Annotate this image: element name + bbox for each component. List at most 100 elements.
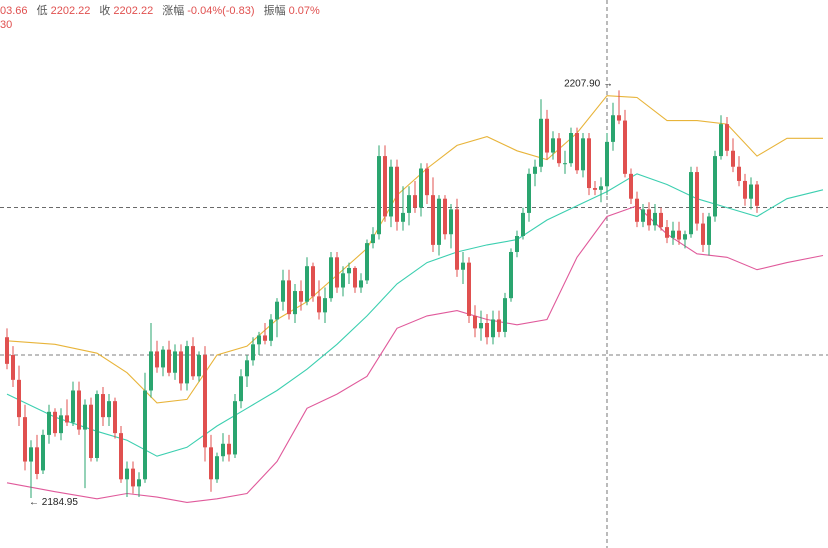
low-price-annotation: ← 2184.95 — [29, 497, 78, 508]
close-label: 收 — [99, 5, 111, 17]
candle-body — [587, 138, 591, 189]
candle-body — [431, 195, 435, 245]
candle-body — [143, 390, 147, 480]
open-value-partial: 03.66 — [0, 5, 28, 17]
candle-body — [551, 138, 555, 153]
candle — [455, 198, 459, 277]
middle-band-line — [6, 173, 824, 457]
candle-body — [233, 401, 237, 455]
candle — [401, 186, 405, 231]
candle-body — [107, 401, 111, 418]
candle — [143, 372, 147, 483]
candle — [677, 221, 681, 245]
candle-body — [269, 319, 273, 341]
candle-body — [167, 349, 171, 373]
candle — [215, 452, 219, 483]
candle — [527, 168, 531, 222]
candle-body — [71, 390, 75, 423]
candle — [437, 195, 441, 256]
candle — [95, 390, 99, 462]
candle-body — [311, 266, 315, 297]
candle-body — [521, 212, 525, 236]
candle-body — [533, 166, 537, 174]
candle — [425, 163, 429, 205]
candle-body — [317, 296, 321, 313]
candle — [179, 344, 183, 391]
candle — [653, 204, 657, 231]
candle-body — [335, 257, 339, 288]
candle — [317, 280, 321, 320]
change-label: 涨幅 — [162, 5, 185, 17]
candle — [359, 273, 363, 293]
candle — [407, 186, 411, 226]
candle — [125, 461, 129, 498]
upper-band-line — [6, 95, 823, 404]
candle — [713, 150, 717, 222]
candle-body — [17, 379, 21, 418]
candle — [659, 207, 663, 231]
candle-body — [119, 433, 123, 480]
candle-body — [137, 479, 141, 487]
candle — [269, 314, 273, 347]
candle-body — [29, 447, 33, 462]
candle-body — [197, 354, 201, 377]
candle — [509, 248, 513, 302]
candle-body — [731, 150, 735, 167]
candle — [65, 399, 69, 427]
candle-body — [617, 115, 621, 121]
candle-body — [635, 198, 639, 222]
candle — [623, 109, 627, 178]
candle-body — [599, 186, 603, 190]
candle-body — [407, 195, 411, 213]
candle — [707, 212, 711, 256]
candle-body — [737, 166, 741, 181]
candle — [173, 344, 177, 380]
candle-body — [701, 223, 705, 245]
candle — [449, 204, 453, 249]
candle-body — [515, 236, 519, 252]
candle-body — [131, 468, 135, 487]
candle — [599, 177, 603, 203]
candle — [521, 207, 525, 240]
candle — [221, 433, 225, 462]
candle — [23, 404, 27, 471]
candle-body — [563, 163, 567, 165]
lower-band-line — [6, 205, 824, 503]
candle-body — [659, 212, 663, 228]
candle-body — [743, 180, 747, 199]
candle — [485, 314, 489, 345]
candle — [263, 323, 267, 345]
candle — [251, 337, 255, 366]
candle — [53, 408, 57, 437]
candle-body — [329, 257, 333, 299]
candle-body — [569, 133, 573, 164]
candle-body — [155, 351, 159, 368]
candle — [545, 109, 549, 160]
candle-body — [689, 172, 693, 235]
candle-body — [287, 280, 291, 315]
candle — [347, 262, 351, 284]
candle — [371, 227, 375, 249]
candle-body — [725, 124, 729, 151]
candle-body — [293, 291, 297, 315]
candle-body — [527, 173, 531, 213]
candle-body — [623, 120, 627, 174]
candle-body — [41, 434, 45, 471]
candle — [443, 195, 447, 240]
candle — [293, 283, 297, 324]
candle — [107, 394, 111, 427]
amplitude-value: 0.07% — [288, 5, 320, 17]
candle-body — [161, 349, 165, 368]
candle-body — [629, 173, 633, 199]
candle — [59, 408, 63, 441]
candle — [755, 180, 759, 213]
candle-body — [299, 291, 303, 302]
candle-body — [245, 360, 249, 377]
candle-body — [341, 273, 345, 288]
candle — [533, 159, 537, 187]
candle — [737, 156, 741, 187]
candle — [647, 202, 651, 231]
change-value: -0.04%(-0.83) — [187, 5, 255, 17]
candle — [275, 298, 279, 338]
